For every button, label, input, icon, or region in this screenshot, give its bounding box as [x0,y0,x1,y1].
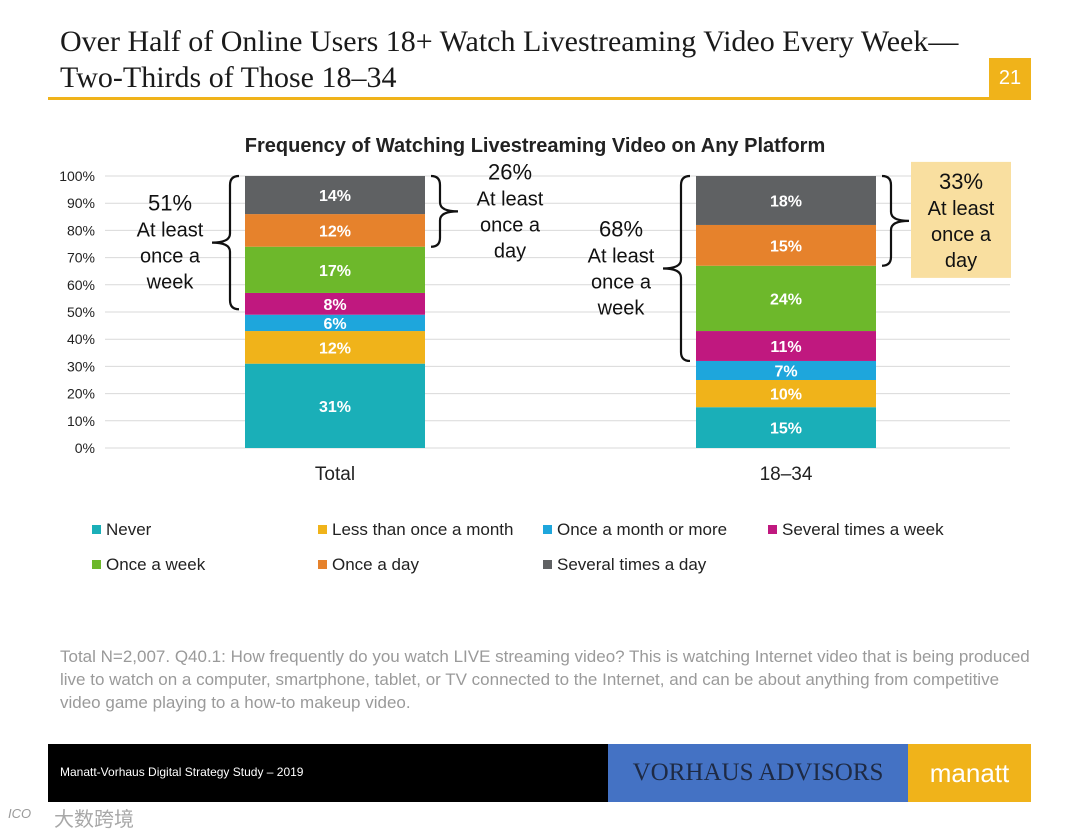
annotation-text: At least [928,198,995,220]
annotation-text: day [494,240,526,262]
data-label: 31% [319,399,351,416]
bar-segment [245,331,425,364]
data-label: 7% [774,363,797,380]
legend-label: Never [106,520,152,539]
data-label: 24% [770,291,802,308]
y-tick-label: 10% [67,413,95,429]
data-label: 17% [319,263,351,280]
y-tick-label: 30% [67,358,95,374]
bar-segment [696,265,876,332]
annotation-text: 68% [599,216,643,241]
bar-segment [245,314,425,332]
data-label: 18% [770,193,802,210]
stacked-bar-chart: Frequency of Watching Livestreaming Vide… [59,135,1011,574]
bar-segment [245,292,425,315]
annotation-text: 26% [488,159,532,184]
watermark-logo-icon: ICO [8,806,32,821]
legend-swatch [768,525,777,534]
footer-bar: Manatt-Vorhaus Digital Strategy Study – … [48,744,1031,802]
data-label: 6% [323,316,346,333]
bar-segment [696,331,876,361]
annotation-text: week [146,272,195,294]
chart-title: Frequency of Watching Livestreaming Vide… [245,135,825,157]
legend-swatch [543,560,552,569]
annotation-text: once a [480,214,541,236]
legend-swatch [318,525,327,534]
bracket [881,174,910,267]
bar-segment [245,176,425,215]
legend-label: Once a week [106,555,206,574]
bar-segment [245,363,425,448]
annotation-text: 51% [148,191,192,216]
data-label: 15% [770,421,802,438]
y-tick-label: 0% [75,440,95,456]
legend-label: Once a month or more [557,520,727,539]
data-label: 10% [770,387,802,404]
annotation-text: At least [137,220,204,242]
footer-text: Manatt-Vorhaus Digital Strategy Study – … [60,765,304,779]
y-tick-label: 100% [59,168,95,184]
y-tick-label: 20% [67,386,95,402]
legend-swatch [92,525,101,534]
annotation-text: once a [140,246,201,268]
data-label: 12% [319,223,351,240]
data-label: 11% [770,339,801,356]
y-tick-label: 50% [67,304,95,320]
bar-segment [245,246,425,293]
x-tick-label: Total [315,464,355,485]
bar-segment [245,214,425,247]
bracket [662,174,691,363]
legend-label: Less than once a month [332,520,513,539]
annotation-text: week [597,297,646,319]
watermark: ICO 大数跨境 [6,800,146,831]
annotation-text: At least [477,188,544,210]
bar-segment [696,407,876,448]
y-tick-label: 60% [67,277,95,293]
bar-segment [696,380,876,408]
annotation-text: At least [588,245,655,267]
bracket [430,174,459,248]
slide-title: Over Half of Online Users 18+ Watch Live… [60,25,959,94]
legend-label: Once a day [332,555,419,574]
footnote: Total N=2,007. Q40.1: How frequently do … [60,647,1030,712]
annotation-highlight [911,161,1011,278]
page-number: 21 [989,58,1031,98]
title-divider [48,97,1031,100]
legend-swatch [92,560,101,569]
legend-label: Several times a day [557,555,707,574]
bar-segment [696,224,876,266]
data-label: 12% [319,340,351,357]
y-tick-label: 80% [67,222,95,238]
x-tick-label: 18–34 [760,464,813,485]
legend-label: Several times a week [782,520,944,539]
annotation-text: day [945,250,977,272]
manatt-logo: manatt [908,744,1031,802]
annotation-text: 33% [939,169,983,194]
bar-segment [696,360,876,380]
data-label: 15% [770,238,802,255]
bracket [211,174,240,311]
y-tick-label: 40% [67,331,95,347]
data-label: 8% [323,297,346,314]
legend-swatch [318,560,327,569]
annotation-text: once a [591,271,652,293]
annotation-text: once a [931,224,992,246]
y-tick-label: 90% [67,195,95,211]
bar-segment [696,176,876,225]
watermark-text: 大数跨境 [54,809,134,831]
data-label: 14% [319,188,351,205]
y-tick-label: 70% [67,250,95,266]
legend-swatch [543,525,552,534]
vorhaus-advisors-logo: VORHAUS ADVISORS [608,744,908,802]
